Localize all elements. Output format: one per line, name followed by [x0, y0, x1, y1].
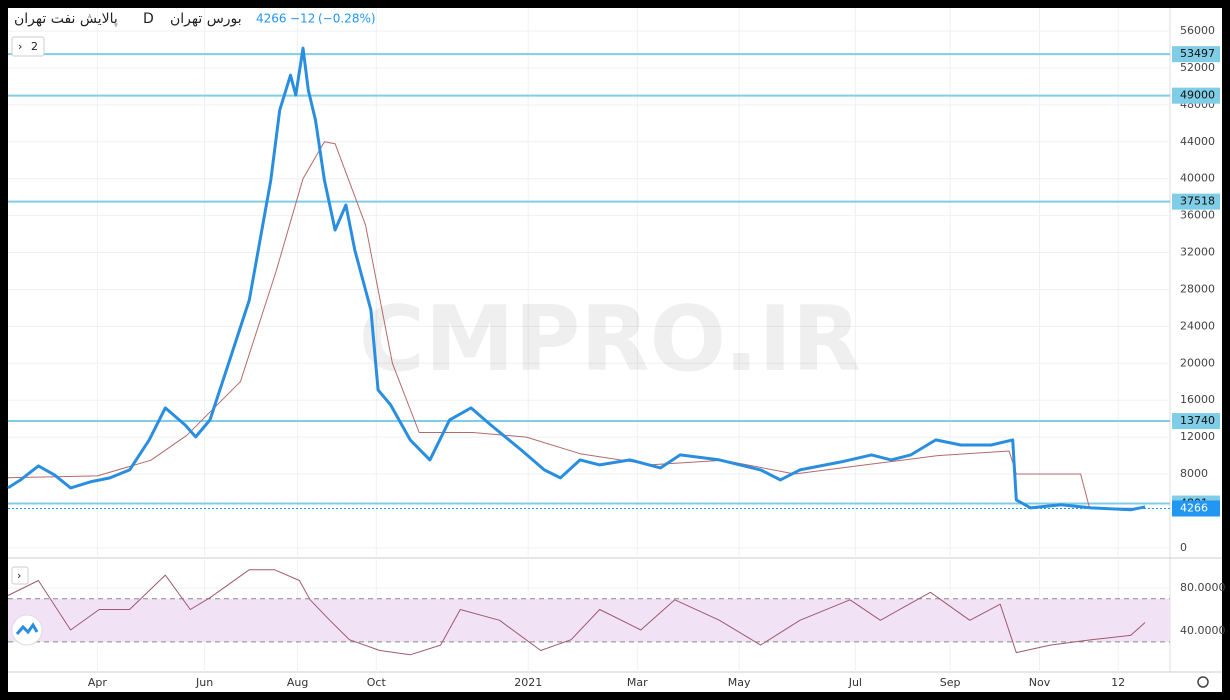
x-tick-label: Nov: [1029, 676, 1051, 689]
level-label: 37518: [1180, 195, 1215, 208]
level-label-box: [1172, 193, 1220, 210]
last-price: 4266: [256, 12, 287, 26]
indicator-toggle[interactable]: [11, 36, 45, 57]
y-tick-label: 16000: [1180, 393, 1215, 406]
series-line: [7, 569, 1146, 656]
y-tick-label: 44000: [1180, 135, 1215, 148]
x-tick-label: Jul: [848, 676, 862, 689]
level-label-box: [1172, 87, 1220, 104]
logo-mark: [15, 622, 39, 635]
y-tick-label: 80.0000: [1180, 581, 1226, 594]
interval: D: [143, 11, 154, 27]
x-tick-label: Apr: [88, 676, 108, 689]
rsi-toggle[interactable]: [11, 566, 29, 585]
background: [8, 8, 1222, 692]
last-price-box: [1172, 500, 1220, 517]
y-tick-label: 12000: [1180, 430, 1215, 443]
x-tick-label: 12: [1111, 676, 1125, 689]
y-tick-label: 40.0000: [1180, 624, 1226, 637]
chevron: ›: [17, 569, 21, 582]
series-line: [7, 141, 1145, 509]
x-tick-label: Sep: [940, 676, 961, 689]
grid: [8, 8, 1170, 672]
settings-icon[interactable]: [1197, 676, 1209, 688]
level-label-box: [1172, 46, 1220, 63]
chevron: ›: [18, 40, 22, 53]
y-tick-label: 40000: [1180, 172, 1215, 185]
symbol: پالایش نفت تهران: [14, 11, 118, 27]
plot: [7, 46, 1170, 656]
y-tick-label: 56000: [1180, 24, 1215, 37]
indicator-count: 2: [31, 40, 38, 53]
exchange: بورس تهران: [170, 11, 242, 27]
y-tick-label: 20000: [1180, 356, 1215, 369]
y-tick-label: 28000: [1180, 282, 1215, 295]
y-tick-label: 8000: [1180, 467, 1208, 480]
x-tick-label: May: [728, 676, 751, 689]
y-tick-label: 52000: [1180, 61, 1215, 74]
x-tick-label: Oct: [367, 676, 387, 689]
y-tick-label: 0: [1180, 541, 1187, 554]
series-line: [7, 46, 1146, 512]
change: −12: [290, 12, 315, 26]
x-tick-label: Mar: [627, 676, 648, 689]
y-tick-label: 32000: [1180, 246, 1215, 259]
level-label: 13740: [1180, 414, 1215, 427]
y-tick-label: 24000: [1180, 319, 1215, 332]
x-tick-label: 2021: [514, 676, 542, 689]
level-label: 49000: [1180, 89, 1215, 102]
last-price-label: 4266: [1180, 501, 1208, 514]
watermark: CMPRO.IR: [359, 287, 861, 392]
x-tick-label: Jun: [195, 676, 213, 689]
x-tick-label: Aug: [287, 676, 308, 689]
level-label-box: [1172, 413, 1220, 430]
level-label: 53497: [1180, 47, 1215, 60]
change-pct: (−0.28%): [318, 12, 376, 26]
y-tick-label: 36000: [1180, 209, 1215, 222]
